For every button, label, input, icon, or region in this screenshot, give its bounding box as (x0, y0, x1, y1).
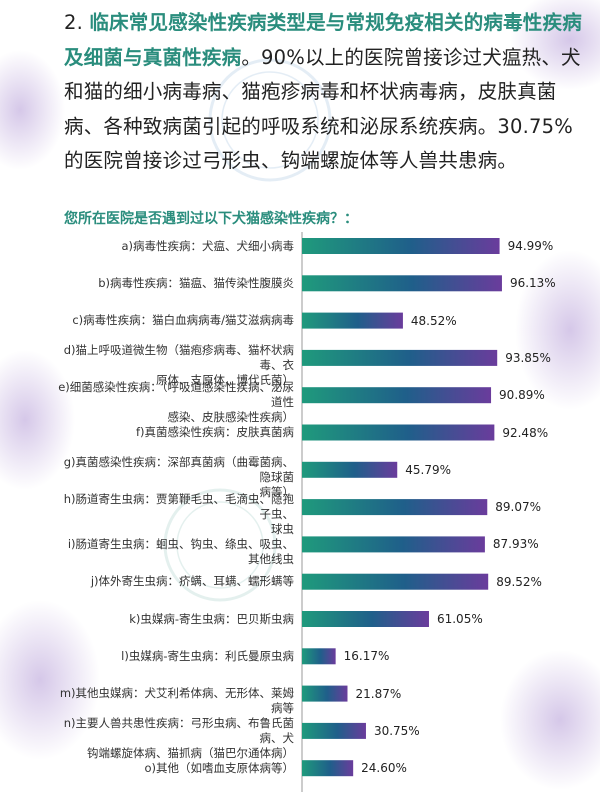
category-label-line: j)体外寄生虫病：疥螨、耳螨、蠕形螨等 (90, 574, 294, 589)
bar-chart: a)病毒性疾病：犬瘟、犬细小病毒 94.99% b)病毒性疾病：猫瘟、猫传染性腹膜炎… (0, 228, 600, 800)
category-label-9: j)体外寄生虫病：疥螨、耳螨、蠕形螨等 (58, 574, 294, 589)
bar-13 (302, 722, 366, 739)
bar-2 (302, 312, 403, 329)
category-label-5: f)真菌感染性疾病：皮肤真菌病 (58, 425, 294, 440)
category-label-line: 感染、皮肤感染性疾病） (167, 410, 295, 425)
category-label-line: l)虫媒病-寄生虫病：利氏曼原虫病 (121, 648, 294, 663)
category-label-line: o)其他（如嗜血支原体病等） (144, 760, 294, 775)
category-label-line: h)肠道寄生虫病：贾第鞭毛虫、毛滴虫、隐孢子虫、 (63, 492, 294, 522)
value-label-1: 96.13% (509, 276, 556, 291)
bar-0 (302, 238, 500, 254)
category-label-line: f)真菌感染性疾病：皮肤真菌病 (135, 425, 294, 439)
intro-paragraph: 2. 临床常见感染性疾病类型是与常规免疫相关的病毒性疾病及细菌与真菌性疾病。90… (64, 6, 584, 179)
value-label-11: 16.17% (343, 649, 390, 664)
value-label-10: 61.05% (436, 612, 483, 626)
category-label-13: n)主要人兽共患性疾病：弓形虫病、布鲁氏菌病、犬 钩端螺旋体病、猫抓病（猫巴尔通体… (58, 716, 294, 761)
decor-blob-top-left (0, 50, 65, 170)
category-label-line: 钩端螺旋体病、猫抓病（猫巴尔通体病） (87, 745, 294, 760)
value-label-6: 45.79% (405, 462, 451, 477)
bar-12 (302, 685, 348, 702)
value-label-9: 89.52% (496, 574, 542, 589)
value-label-3: 93.85% (505, 350, 551, 365)
value-label-8: 87.93% (492, 537, 539, 552)
value-label-13: 30.75% (373, 723, 420, 738)
category-label-line: 球虫 (271, 522, 294, 537)
category-label-line: m)其他虫媒病：犬艾利希体病、无形体、莱姆病等 (59, 686, 294, 716)
category-label-0: a)病毒性疾病：犬瘟、犬细小病毒 (58, 239, 294, 254)
bar-14 (302, 760, 354, 777)
category-label-7: h)肠道寄生虫病：贾第鞭毛虫、毛滴虫、隐孢子虫、 球虫 (58, 492, 294, 537)
paragraph-highlight: 临床常见感染性疾病类型是与常规免疫相关的病毒性疾病及细菌与真菌性疾病 (64, 11, 582, 69)
paragraph-body: 。90%以上的医院曾接诊过犬瘟热、犬和猫的细小病毒病、猫疱疹病毒和杯状病毒病，皮… (64, 45, 581, 173)
bar-6 (302, 461, 398, 478)
paragraph-prefix: 2. (64, 11, 90, 34)
category-label-12: m)其他虫媒病：犬艾利希体病、无形体、莱姆病等 (58, 686, 294, 716)
value-label-14: 24.60% (361, 761, 407, 776)
category-label-line: g)真菌感染性疾病：深部真菌病（曲霉菌病、隐球菌 (63, 454, 294, 484)
value-label-4: 90.89% (499, 388, 545, 403)
category-label-line: b)病毒性疾病：猫瘟、猫传染性腹膜炎 (98, 275, 294, 290)
category-label-8: i)肠道寄生虫病：蛔虫、钩虫、绦虫、吸虫、其他线虫 (58, 537, 294, 567)
value-label-0: 94.99% (507, 239, 554, 253)
category-label-line: d)猫上呼吸道微生物（猫疱疹病毒、猫杯状病毒、衣 (63, 342, 294, 372)
value-label-7: 89.07% (495, 500, 542, 515)
bar-7 (302, 499, 488, 516)
value-label-5: 92.48% (502, 425, 549, 440)
category-label-10: k)虫媒病-寄生虫病：巴贝斯虫病 (58, 612, 294, 627)
bar-3 (302, 349, 498, 366)
category-label-line: i)肠道寄生虫病：蛔虫、钩虫、绦虫、吸虫、其他线虫 (67, 536, 294, 566)
category-label-1: b)病毒性疾病：猫瘟、猫传染性腹膜炎 (58, 276, 294, 291)
category-label-4: e)细菌感染性疾病：（呼吸道感染性疾病、泌尿道性 感染、皮肤感染性疾病） (58, 380, 294, 425)
category-label-line: k)虫媒病-寄生虫病：巴贝斯虫病 (129, 611, 294, 626)
bar-8 (302, 536, 485, 553)
bar-10 (302, 611, 429, 627)
bar-9 (302, 573, 489, 590)
category-label-line: n)主要人兽共患性疾病：弓形虫病、布鲁氏菌病、犬 (63, 715, 294, 745)
value-label-2: 48.52% (410, 313, 457, 328)
category-label-2: c)病毒性疾病：猫白血病病毒/猫艾滋病病毒 (58, 313, 294, 328)
category-label-line: a)病毒性疾病：犬瘟、犬细小病毒 (121, 238, 294, 253)
bar-11 (302, 648, 336, 665)
bar-1 (302, 275, 502, 292)
category-label-6: g)真菌感染性疾病：深部真菌病（曲霉菌病、隐球菌 病等） (58, 455, 294, 500)
category-label-3: d)猫上呼吸道微生物（猫疱疹病毒、猫杯状病毒、衣 原体、支原体、博代氏菌） (58, 343, 294, 388)
category-label-line: c)病毒性疾病：猫白血病病毒/猫艾滋病病毒 (72, 313, 294, 328)
category-label-line: 病等） (259, 484, 295, 499)
category-label-11: l)虫媒病-寄生虫病：利氏曼原虫病 (58, 649, 294, 664)
bar-4 (302, 387, 492, 404)
category-label-line: 原体、支原体、博代氏菌） (156, 372, 294, 387)
bars-canvas (301, 232, 502, 792)
value-label-12: 21.87% (355, 686, 402, 701)
category-label-14: o)其他（如嗜血支原体病等） (58, 761, 294, 776)
chart-title: 您所在医院是否遇到过以下犬猫感染性疾病？： (64, 211, 358, 227)
bar-5 (302, 424, 495, 441)
category-label-line: e)细菌感染性疾病：（呼吸道感染性疾病、泌尿道性 (58, 380, 294, 410)
